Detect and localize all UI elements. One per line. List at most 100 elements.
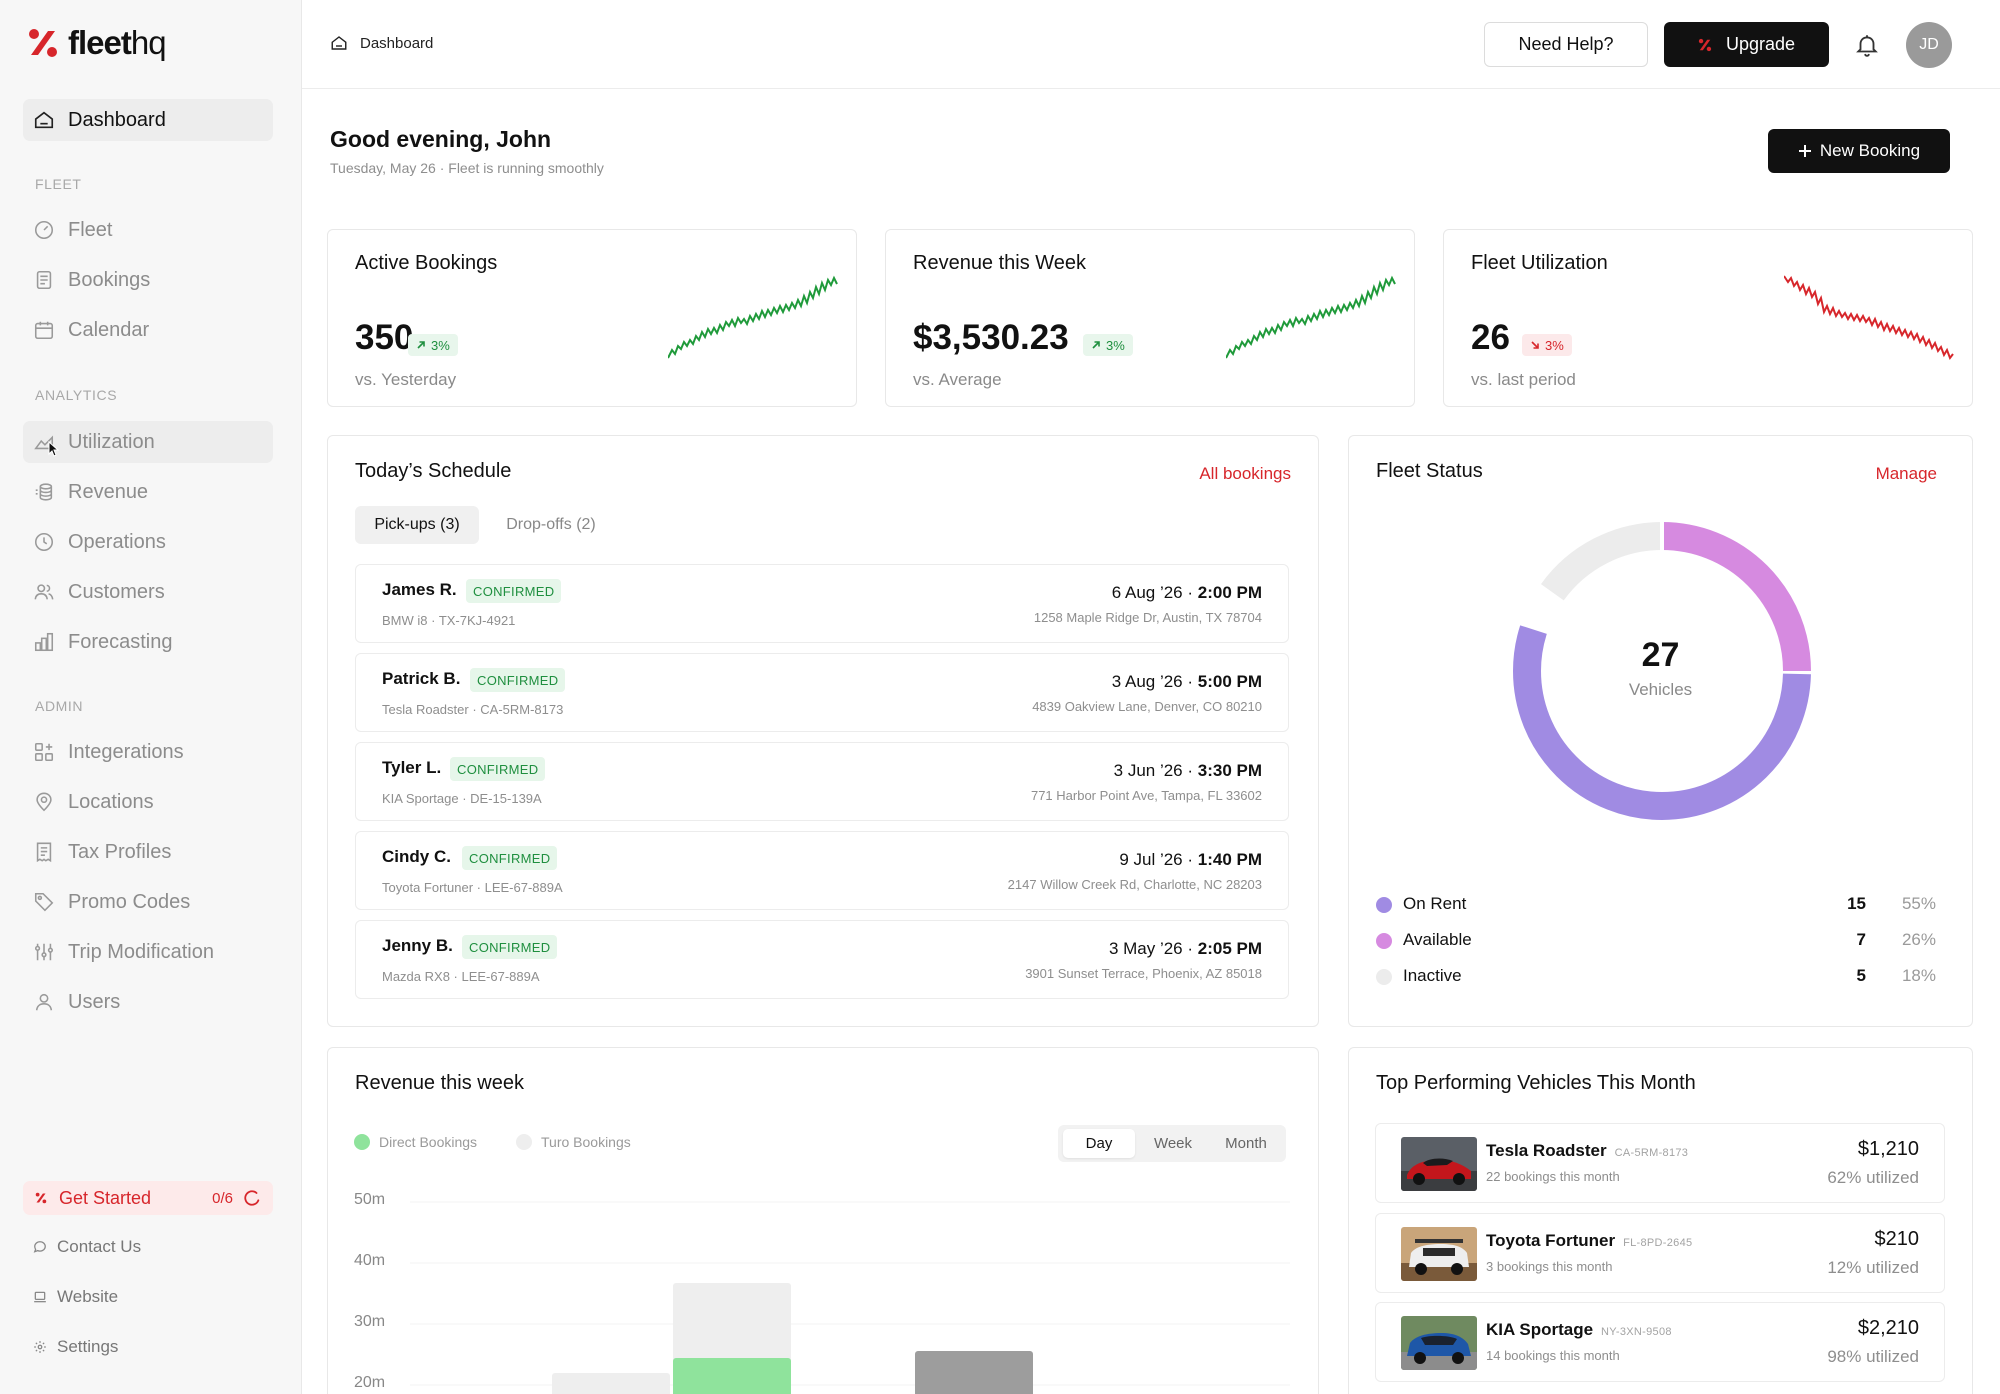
sidebar-item-tax-profiles[interactable]: Tax Profiles [23,831,273,873]
fleet-donut-chart [1513,521,1811,820]
new-booking-button[interactable]: New Booking [1768,129,1950,173]
kpi-change-value: 3% [1106,337,1125,353]
sparkline-chart [1784,275,1954,361]
vehicle-bookings: 14 bookings this month [1486,1348,1620,1363]
legend-percent: 55% [1901,894,1936,913]
booking-customer-name: Cindy C. [382,847,451,866]
legend-dot [1376,897,1392,913]
sparkline [1226,275,1396,359]
bell-icon[interactable] [1854,32,1880,58]
donut-slice-on-rent[interactable] [1513,522,1811,820]
period-month-button[interactable]: Month [1210,1129,1282,1158]
bar-turo[interactable] [915,1351,1033,1394]
fleethq-small-icon [35,1192,47,1204]
logo-text-part2: hq [130,24,167,61]
gear-icon [34,1341,46,1353]
bar-turo[interactable] [552,1373,670,1394]
period-week-button[interactable]: Week [1138,1129,1208,1158]
sidebar-item-revenue[interactable]: Revenue [23,471,273,513]
get-started-button[interactable]: Get Started 0/6 [23,1181,273,1215]
sidebar-item-label: Revenue [68,480,149,503]
sidebar-item-customers[interactable]: Customers [23,571,273,613]
legend-turo-bookings[interactable]: Turo Bookings [516,1134,631,1150]
vehicle-revenue: $2,210 [1857,1317,1919,1339]
booking-customer-name: Tyler L. [382,758,442,777]
sidebar-item-calendar[interactable]: Calendar [23,309,273,351]
sidebar-item-bookings[interactable]: Bookings [23,259,273,301]
sidebar-item-users[interactable]: Users [23,981,273,1023]
vehicle-row[interactable]: Toyota Fortuner FL-8PD-2645 3 bookings th… [1375,1213,1945,1293]
contact-us-label: Contact Us [57,1237,142,1256]
y-tick-label: 50m [354,1191,386,1208]
tab-dropoffs[interactable]: Drop-offs (2) [489,506,613,544]
kpi-subtitle: vs. Average [913,370,1002,389]
booking-row[interactable]: James R. CONFIRMED BMW i8 · TX-7KJ-4921 … [355,564,1289,643]
kpi-card-revenue-week: Revenue this Week $3,530.23 3% vs. Avera… [885,229,1415,407]
period-day-button[interactable]: Day [1063,1129,1135,1158]
sidebar-item-dashboard[interactable]: Dashboard [23,99,273,141]
legend-dot [354,1134,370,1150]
booking-row[interactable]: Patrick B. CONFIRMED Tesla Roadster · CA… [355,653,1289,732]
booking-customer-name: James R. [382,580,457,599]
vehicle-thumbnail [1401,1316,1477,1370]
booking-datetime: 3 Jun ’26 · 3:30 PM [1114,761,1262,781]
manage-link[interactable]: Manage [1875,464,1937,483]
legend-inactive[interactable]: Inactive 5 18% [1376,965,1936,989]
kpi-subtitle: vs. last period [1471,370,1576,389]
avatar[interactable]: JD [1906,22,1952,68]
page-title: Good evening, John [330,126,552,152]
booking-vehicle: KIA Sportage · DE-15-139A [382,791,542,806]
fleet-status-title: Fleet Status [1376,460,1483,482]
sidebar-item-locations[interactable]: Locations [23,781,273,823]
settings-link[interactable]: Settings [33,1337,118,1357]
sparkline-chart [1226,275,1396,359]
logo[interactable]: fleethq [27,24,167,62]
logo-text-part1: fleet [68,24,132,61]
upgrade-button[interactable]: Upgrade [1664,22,1829,67]
need-help-button[interactable]: Need Help? [1484,22,1648,67]
booking-vehicle: Mazda RX8 · LEE-67-889A [382,969,540,984]
booking-time: 2:00 PM [1197,583,1262,602]
all-bookings-link[interactable]: All bookings [1199,464,1291,483]
booking-row[interactable]: Cindy C. CONFIRMED Toyota Fortuner · LEE… [355,831,1289,910]
booking-row[interactable]: Tyler L. CONFIRMED KIA Sportage · DE-15-… [355,742,1289,821]
kpi-title: Fleet Utilization [1471,252,1608,274]
bar-direct[interactable] [673,1358,791,1394]
revenue-chart-title: Revenue this week [355,1072,524,1094]
booking-row[interactable]: Jenny B. CONFIRMED Mazda RX8 · LEE-67-88… [355,920,1289,999]
booking-address: 771 Harbor Point Ave, Tampa, FL 33602 [1030,788,1262,803]
vehicle-thumbnail [1401,1227,1477,1281]
legend-count: 5 [1856,966,1866,985]
breadcrumb[interactable]: Dashboard [330,34,433,52]
website-link[interactable]: Website [33,1287,118,1307]
period-label: Month [1225,1135,1267,1152]
contact-us-link[interactable]: Contact Us [33,1237,141,1257]
period-segmented-control: Day Week Month [1058,1125,1286,1162]
logo-text: fleethq [68,24,167,62]
sparkline-chart [668,275,838,359]
section-label-fleet: FLEET [35,176,82,192]
sidebar-item-operations[interactable]: Operations [23,521,273,563]
sidebar-item-promo-codes[interactable]: Promo Codes [23,881,273,923]
legend-on-rent[interactable]: On Rent 15 55% [1376,893,1936,917]
sidebar-item-fleet[interactable]: Fleet [23,209,273,251]
vehicle-row[interactable]: Tesla Roadster CA-5RM-8173 22 bookings th… [1375,1123,1945,1203]
sidebar-item-label: Users [68,990,121,1013]
sidebar-item-utilization[interactable]: Utilization [23,421,273,463]
sidebar-item-label: Utilization [68,430,155,453]
get-started-progress: 0/6 [212,1189,233,1207]
status-badge: CONFIRMED [462,935,558,959]
kpi-card-active-bookings: Active Bookings 350 3% vs. Yesterday [327,229,857,407]
legend-available[interactable]: Available 7 26% [1376,929,1936,953]
kpi-change-value: 3% [1545,337,1564,353]
sidebar-item-trip-modification[interactable]: Trip Modification [23,931,273,973]
sidebar-item-integrations[interactable]: Integerations [23,731,273,773]
y-tick-label: 40m [354,1252,386,1269]
legend-direct-bookings[interactable]: Direct Bookings [354,1134,477,1150]
fleethq-small-icon [1698,38,1712,51]
vehicle-row[interactable]: KIA Sportage NY-3XN-9508 14 bookings this… [1375,1302,1945,1382]
sidebar-item-forecasting[interactable]: Forecasting [23,621,273,663]
bar-chart-icon [34,632,54,652]
tab-pickups[interactable]: Pick-ups (3) [355,506,479,544]
